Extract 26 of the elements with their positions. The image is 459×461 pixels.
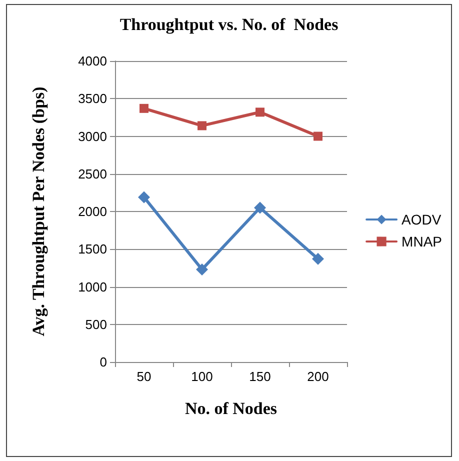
y-tick-label: 3500 <box>78 91 107 106</box>
point <box>314 132 322 141</box>
y-tick-label: 1500 <box>78 242 107 257</box>
y-tick-label: 0 <box>100 354 107 370</box>
legend-label: MNAP <box>402 234 442 250</box>
y-tick-label: 4000 <box>78 54 107 68</box>
y-tick-label: 500 <box>85 316 107 332</box>
point <box>198 121 206 130</box>
point <box>254 202 266 214</box>
y-tick-label: 2000 <box>78 204 107 219</box>
point <box>196 263 208 276</box>
y-tick-label: 3000 <box>78 128 107 144</box>
point <box>138 191 150 204</box>
point <box>312 252 324 265</box>
x-tick-label: 50 <box>136 369 152 384</box>
point <box>140 104 148 113</box>
x-tick-label: 150 <box>249 369 271 384</box>
x-tick-label: 200 <box>307 369 329 384</box>
x-tick-label: 100 <box>191 369 213 384</box>
point <box>256 108 264 117</box>
y-tick-label: 1000 <box>78 279 107 294</box>
y-axis-title: Avg. Throughtput Per Nodes (bps) <box>29 86 48 336</box>
legend-label: AODV <box>402 212 442 228</box>
y-tick-label: 2500 <box>78 166 107 182</box>
x-axis-title: No. of Nodes <box>184 399 278 418</box>
chart-title: Throughtput vs. No. of Nodes <box>120 15 339 34</box>
